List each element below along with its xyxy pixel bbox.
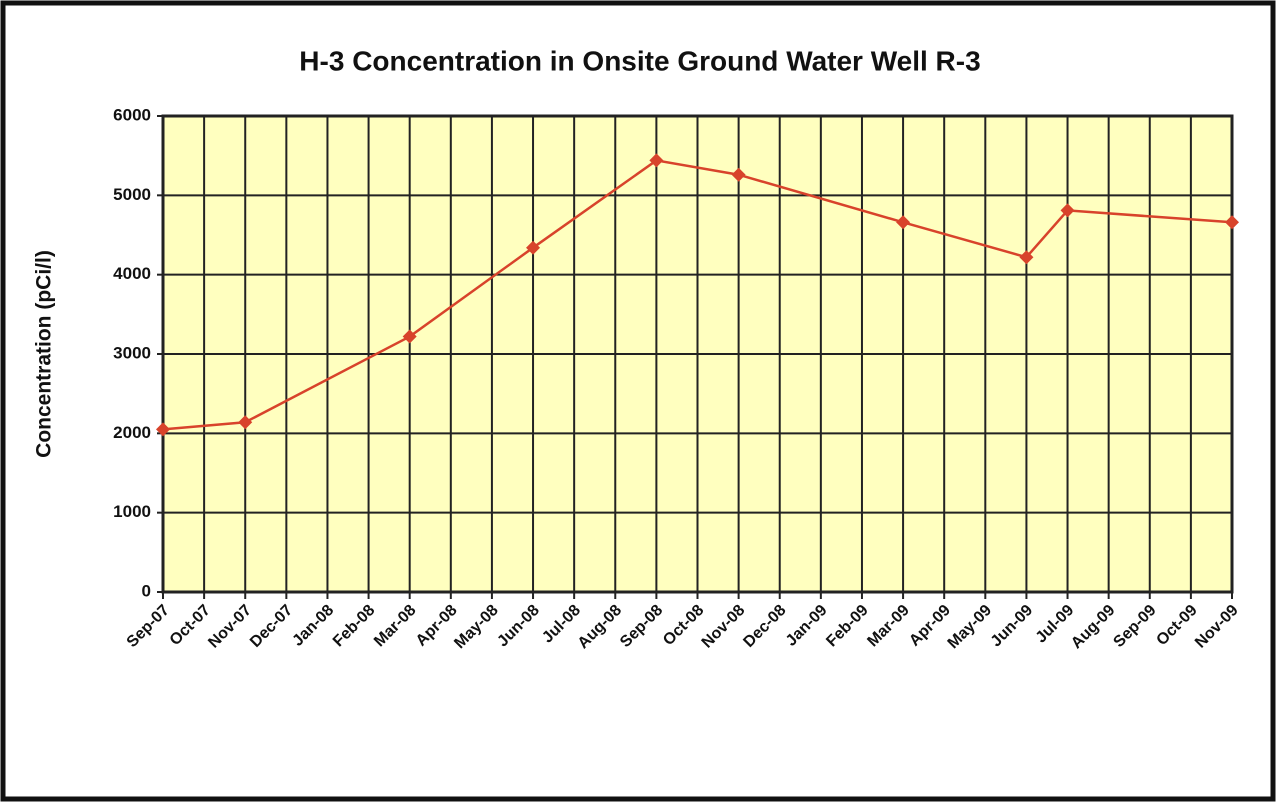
y-tick-label: 5000 (113, 185, 151, 204)
data-point (1060, 203, 1075, 218)
y-tick-label: 3000 (113, 343, 151, 362)
data-point (526, 240, 541, 255)
y-tick-label: 1000 (113, 502, 151, 521)
data-line (162, 159, 1233, 431)
data-point (896, 215, 911, 230)
y-tick-label: 0 (142, 581, 151, 600)
data-point (238, 415, 253, 430)
data-point (649, 153, 664, 168)
data-point (156, 422, 170, 437)
data-point (402, 329, 417, 344)
data-point (731, 167, 746, 182)
y-tick-label: 4000 (113, 264, 151, 283)
y-tick-label: 2000 (113, 423, 151, 442)
data-point (1019, 250, 1034, 265)
y-tick-label: 6000 (113, 105, 151, 124)
chart-title: H-3 Concentration in Onsite Ground Water… (299, 45, 980, 76)
data-point (1225, 215, 1239, 230)
y-axis-label: Concentration (pCi/l) (33, 250, 56, 458)
